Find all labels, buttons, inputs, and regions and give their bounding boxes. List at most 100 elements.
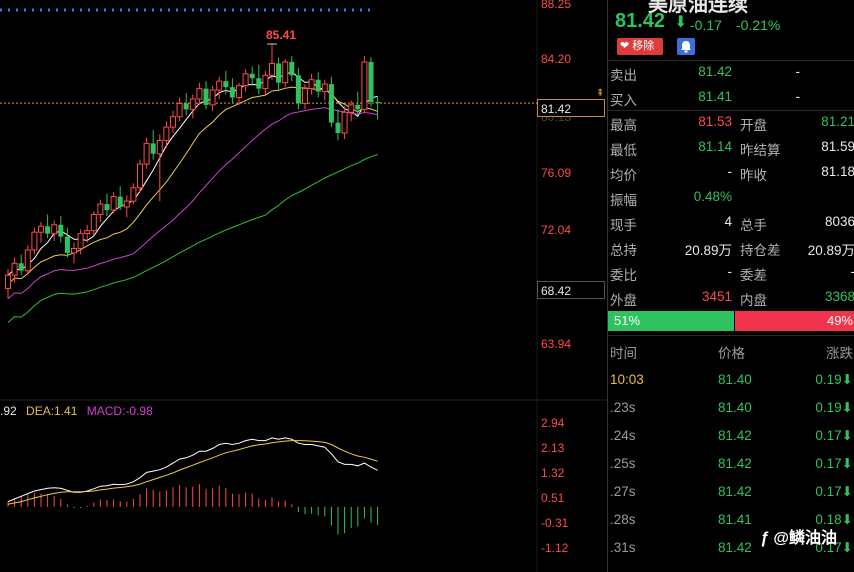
stat-value: 81.14 <box>698 139 732 154</box>
tick-price: 81.42 <box>718 484 752 499</box>
sell-price: 81.42 <box>698 64 732 79</box>
candle-body <box>203 88 209 105</box>
candle-body <box>282 61 289 84</box>
stat-value: 20.89万 <box>684 243 732 258</box>
current-price-marker-icon: ⇞ <box>596 88 605 99</box>
buy-ratio-bar: 51% <box>608 311 734 331</box>
current-price-box: 81.42 <box>537 99 605 117</box>
stat-row: 最低 81.14 昨结算 81.59 <box>608 136 854 160</box>
candle-body <box>262 74 269 90</box>
sell-volume: - <box>795 64 801 79</box>
stat-row: 总持 20.89万 持仓差 20.89万 <box>608 236 854 260</box>
ticks-header: 时间 价格 涨跌 <box>608 336 854 364</box>
stat-row: 委比-委差- <box>608 261 854 285</box>
tick-row: .25s 81.42 0.17⬇ <box>608 450 854 478</box>
tick-price: 81.42 <box>718 540 752 555</box>
macd-tick-label: 2.94 <box>541 416 565 430</box>
tick-time: .25s <box>610 456 636 471</box>
y-tick-label: 72.04 <box>541 223 572 237</box>
remove-watchlist-button[interactable]: ❤ 移除 <box>617 38 663 55</box>
candle-body <box>143 142 150 165</box>
macd-legend: .92 DEA:1.41 MACD:-0.98 <box>0 404 153 418</box>
y-tick-label: 63.94 <box>541 337 572 351</box>
candle-body <box>45 226 51 234</box>
candle-body <box>123 200 130 208</box>
macd-tick-label: -0.31 <box>541 516 569 530</box>
stat-value: 81.53 <box>698 114 732 129</box>
alert-bell-button[interactable] <box>677 38 695 55</box>
stat-label: 振幅 <box>610 193 637 208</box>
candle-body <box>104 204 110 210</box>
stat-value: 4 <box>724 214 732 229</box>
stat-value: 3451 <box>701 289 732 304</box>
y-price-box: 68.42 <box>537 281 605 299</box>
tick-time: .31s <box>610 540 636 555</box>
buy-row: 买入 81.41 - <box>608 86 854 110</box>
candle-body <box>64 236 70 253</box>
candle-body <box>18 263 24 271</box>
candle-body <box>130 187 137 202</box>
candle-body <box>249 73 255 79</box>
stat-label: 内盘 <box>740 293 767 308</box>
candle-body <box>163 126 170 141</box>
stat-value: 8036 <box>824 214 854 229</box>
stat-label: 最低 <box>610 143 637 158</box>
candle-body <box>256 78 262 89</box>
stat-value: 81.59 <box>821 139 854 154</box>
candle-body <box>355 104 361 110</box>
tick-time: .24s <box>610 428 636 443</box>
candle-body <box>58 224 64 237</box>
tick-price: 81.40 <box>718 400 752 415</box>
ma20-line <box>7 107 378 300</box>
stat-value: - <box>851 264 854 279</box>
candle-body <box>328 84 334 123</box>
bell-icon <box>681 41 691 53</box>
candle-body <box>189 98 196 110</box>
stat-label: 最高 <box>610 118 637 133</box>
tick-row: .23s 81.40 0.19⬇ <box>608 394 854 422</box>
stat-value: - <box>727 164 733 179</box>
ma60-line <box>7 154 378 323</box>
stat-value: 0.48% <box>693 189 732 204</box>
stat-label: 外盘 <box>610 293 637 308</box>
tick-change: 0.19⬇ <box>815 372 853 387</box>
candle-body <box>90 213 97 232</box>
tick-change: 0.19⬇ <box>815 400 853 415</box>
high-annotation: 85.41 <box>266 28 297 42</box>
watermark-text: @鳞油油 <box>773 530 837 547</box>
tick-change: 0.17⬇ <box>815 428 853 443</box>
candle-body <box>137 163 143 189</box>
dif-legend: .92 <box>0 404 17 418</box>
candle-body <box>295 75 301 104</box>
macd-tick-label: -1.12 <box>541 541 569 555</box>
y-tick-label: 84.20 <box>541 52 572 66</box>
macd-tick-label: 1.32 <box>541 466 565 480</box>
candle-body <box>289 61 295 76</box>
watermark: ƒ @鳞油油 <box>760 524 837 548</box>
candle-body <box>38 225 44 233</box>
y-tick-label: 88.25 <box>541 0 572 11</box>
stat-label: 持仓差 <box>740 243 781 258</box>
stat-row: 现手 4 总手 8036 <box>608 211 854 235</box>
candle-body <box>216 80 223 91</box>
buy-label: 买入 <box>610 93 637 108</box>
down-arrow-icon: ⬇ <box>674 14 688 31</box>
heart-icon: ❤ <box>620 40 630 52</box>
candle-body <box>71 247 77 254</box>
stat-label: 委差 <box>740 268 767 283</box>
macd-tick-label: 2.13 <box>541 441 565 455</box>
candle-body <box>51 224 58 235</box>
tick-time: 10:03 <box>610 372 644 387</box>
col-change: 涨跌 <box>826 346 853 361</box>
price-chart[interactable] <box>0 0 607 572</box>
candle-body <box>117 196 123 208</box>
candle-body <box>229 87 235 98</box>
candle-body <box>361 61 368 110</box>
candle-body <box>302 88 308 104</box>
last-price: 81.42 <box>615 10 666 32</box>
remove-label: 移除 <box>632 40 655 52</box>
candle-body <box>276 63 282 83</box>
candle-body <box>341 111 348 134</box>
tick-change: 0.17⬇ <box>815 540 853 555</box>
tick-row: .24s 81.42 0.17⬇ <box>608 422 854 450</box>
